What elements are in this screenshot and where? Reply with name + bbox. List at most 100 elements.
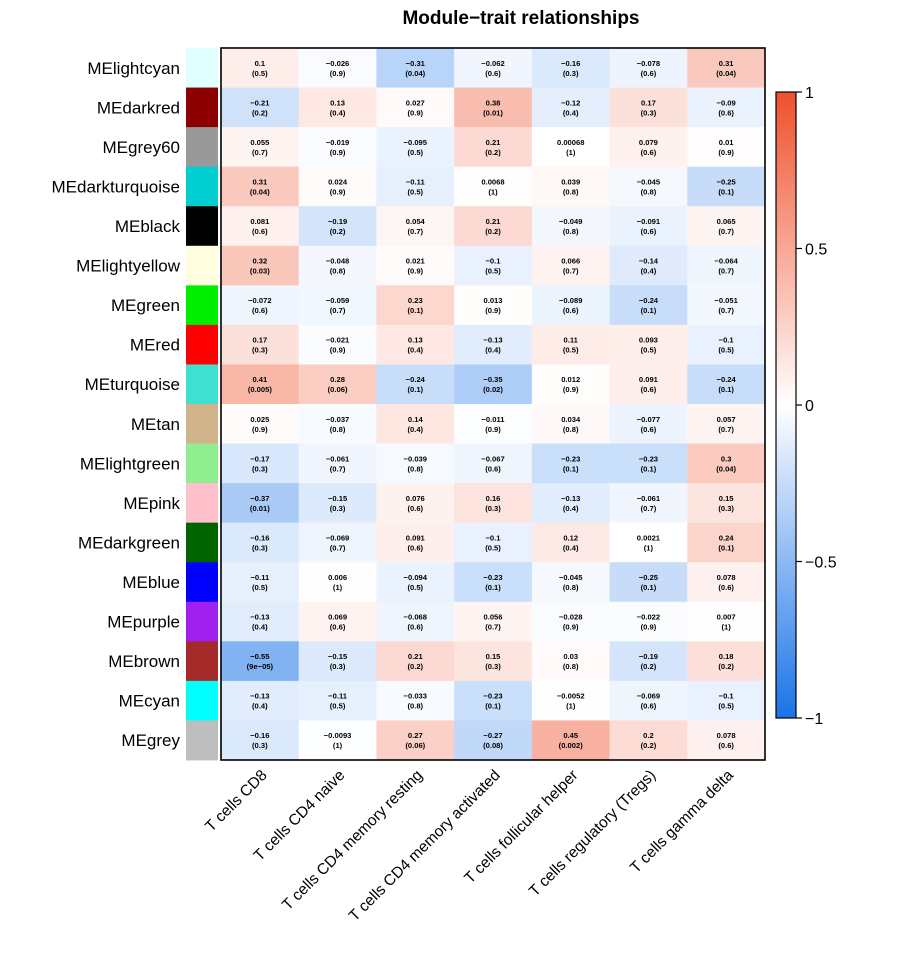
module-swatch: [186, 443, 218, 484]
row-label: MEdarkturquoise: [51, 177, 180, 196]
cell-pvalue-label: (0.3): [330, 662, 346, 671]
cell-correlation-label: −0.17: [250, 454, 269, 463]
row-label: MEdarkgreen: [78, 533, 180, 552]
cell-correlation-label: 0.006: [328, 573, 347, 582]
cell-correlation-label: 0.12: [563, 533, 578, 542]
cell-pvalue-label: (1): [488, 187, 498, 196]
heatmap-cell: [687, 720, 766, 761]
cell-pvalue-label: (0.8): [407, 464, 423, 473]
cell-correlation-label: 0.056: [483, 613, 502, 622]
cell-correlation-label: 0.3: [721, 454, 732, 463]
cell-correlation-label: −0.09: [717, 98, 736, 107]
cell-pvalue-label: (0.7): [407, 227, 423, 236]
cell-pvalue-label: (0.9): [407, 108, 423, 117]
heatmap-cell: [298, 404, 377, 444]
cell-pvalue-label: (0.8): [563, 227, 579, 236]
cell-pvalue-label: (0.1): [485, 583, 501, 592]
heatmap-cell: [221, 87, 300, 128]
heatmap-cell: [221, 166, 300, 207]
heatmap-cell: [298, 483, 377, 524]
heatmap-cell: [298, 87, 377, 128]
heatmap-cell: [687, 166, 766, 207]
cell-correlation-label: 0.13: [330, 98, 345, 107]
cell-correlation-label: −0.028: [559, 613, 582, 622]
cell-pvalue-label: (0.6): [407, 504, 423, 513]
cell-correlation-label: 0.15: [719, 494, 735, 503]
cell-pvalue-label: (0.9): [485, 425, 501, 434]
cell-correlation-label: −0.061: [637, 494, 661, 503]
column-label: T cells CD8: [202, 767, 270, 835]
heatmap-cell: [454, 324, 533, 365]
cell-pvalue-label: (0.2): [641, 741, 657, 750]
cell-correlation-label: −0.55: [250, 652, 270, 661]
cell-correlation-label: −0.16: [250, 533, 269, 542]
heatmap-cell: [221, 404, 300, 444]
heatmap-cell: [609, 206, 688, 247]
row-label: MEtan: [131, 415, 180, 434]
cell-correlation-label: 0.00068: [557, 138, 584, 147]
cell-pvalue-label: (0.3): [252, 543, 268, 552]
cell-pvalue-label: (0.005): [248, 385, 273, 394]
heatmap-cell: [298, 641, 377, 682]
cell-correlation-label: 0.17: [252, 336, 267, 345]
cell-pvalue-label: (0.6): [641, 385, 657, 394]
cell-pvalue-label: (0.3): [718, 504, 734, 513]
heatmap-cell: [609, 166, 688, 207]
heatmap-cell: [376, 680, 455, 721]
cell-pvalue-label: (0.3): [252, 464, 268, 473]
cell-pvalue-label: (0.5): [330, 702, 346, 711]
cell-correlation-label: 0.11: [564, 336, 579, 345]
cell-pvalue-label: (0.6): [641, 702, 657, 711]
heatmap-cell: [687, 48, 766, 88]
module-swatch: [186, 324, 218, 365]
cell-correlation-label: −0.091: [637, 217, 661, 226]
heatmap-cell: [221, 522, 300, 563]
cell-correlation-label: 0.14: [408, 415, 424, 424]
cell-correlation-label: −0.045: [637, 177, 661, 186]
cell-correlation-label: −0.077: [637, 415, 660, 424]
cell-correlation-label: −0.27: [483, 731, 502, 740]
heatmap-cell: [376, 562, 455, 603]
row-label: MEgreen: [111, 296, 180, 315]
cell-pvalue-label: (0.7): [330, 543, 346, 552]
chart-title: Module−trait relationships: [402, 8, 639, 29]
heatmap-cell: [609, 522, 688, 563]
heatmap-cell: [609, 680, 688, 721]
row-label: MEgrey60: [103, 138, 180, 157]
heatmap-cell: [609, 601, 688, 642]
heatmap-cell: [609, 443, 688, 484]
cell-correlation-label: −0.37: [250, 494, 269, 503]
cell-pvalue-label: (0.8): [563, 425, 579, 434]
heatmap-cell: [376, 720, 455, 761]
cell-correlation-label: 0.21: [486, 217, 502, 226]
heatmap-cell: [531, 720, 610, 761]
heatmap-cell: [298, 127, 377, 168]
heatmap-cell: [221, 443, 300, 484]
cell-pvalue-label: (9e−05): [247, 662, 274, 671]
cell-correlation-label: −0.061: [326, 454, 350, 463]
cell-pvalue-label: (0.5): [485, 543, 501, 552]
cell-correlation-label: −0.13: [250, 613, 269, 622]
heatmap-cell: [531, 87, 610, 128]
cell-correlation-label: 0.079: [639, 138, 658, 147]
cell-correlation-label: 0.027: [406, 98, 425, 107]
heatmap-cell: [221, 601, 300, 642]
cell-pvalue-label: (0.9): [485, 306, 501, 315]
cell-correlation-label: 0.0068: [481, 177, 504, 186]
heatmap-cell: [376, 127, 455, 168]
cell-correlation-label: −0.059: [326, 296, 349, 305]
cell-pvalue-label: (0.5): [252, 583, 268, 592]
cell-correlation-label: −0.1: [719, 692, 735, 701]
cell-pvalue-label: (0.01): [483, 108, 503, 117]
cell-correlation-label: 0.034: [561, 415, 581, 424]
column-label: T cells regulatory (Tregs): [526, 767, 659, 900]
cell-pvalue-label: (0.4): [330, 108, 346, 117]
heatmap-cell: [454, 680, 533, 721]
heatmap-cell: [221, 48, 300, 88]
heatmap-cell: [609, 87, 688, 128]
cell-correlation-label: −0.19: [639, 652, 658, 661]
heatmap-cell: [298, 364, 377, 405]
cell-correlation-label: −0.11: [250, 573, 270, 582]
cell-pvalue-label: (0.4): [485, 346, 501, 355]
heatmap-cell: [376, 245, 455, 286]
